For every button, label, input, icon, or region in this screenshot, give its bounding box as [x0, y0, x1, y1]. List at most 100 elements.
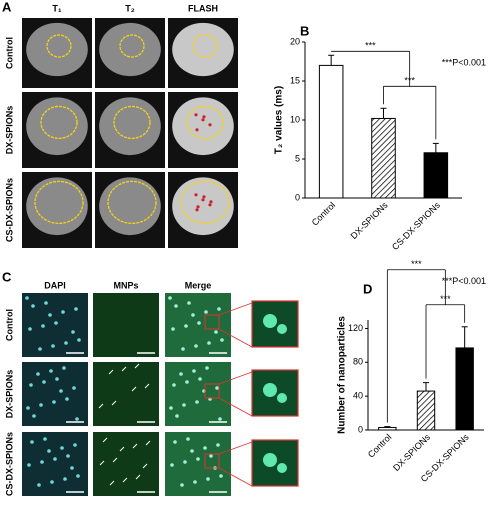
x-tick-label: Control	[310, 200, 338, 228]
roi-outline	[119, 34, 145, 58]
fluorescence-image	[22, 293, 88, 357]
nucleus	[50, 480, 54, 484]
iron-spot	[194, 113, 198, 117]
annotation: ***P<0.001	[442, 276, 486, 286]
inset-cell	[263, 453, 277, 467]
roi-outline	[34, 180, 84, 225]
column-header: T₂	[125, 3, 135, 13]
iron-spot	[201, 198, 205, 202]
nucleus	[60, 446, 64, 450]
iron-spot	[201, 118, 205, 122]
nucleus	[173, 440, 177, 444]
brain	[172, 177, 234, 236]
nucleus	[191, 313, 195, 317]
nucleus	[207, 341, 211, 345]
nucleus	[51, 344, 55, 348]
inset-cell	[263, 314, 277, 328]
nucleus	[42, 380, 46, 384]
panel-c: C DAPI MNPs Merge Control DX-SPIONs CS-DX-SPI…	[2, 269, 299, 496]
nucleus	[186, 437, 190, 441]
nucleus	[170, 463, 174, 467]
column-header: DAPI	[44, 280, 66, 290]
column-header: FLASH	[188, 3, 218, 13]
nucleus	[53, 457, 57, 461]
row-label: Control	[4, 37, 14, 69]
arrow	[134, 363, 140, 369]
nucleus	[63, 477, 67, 481]
nucleus	[187, 301, 191, 305]
zoom-line	[218, 397, 253, 417]
roi-outline	[40, 105, 78, 140]
significance-label: ***	[440, 294, 451, 304]
y-axis-label: Number of nanoparticles	[337, 316, 348, 434]
arrow	[109, 480, 115, 486]
nucleus	[195, 400, 199, 404]
iron-spot	[209, 200, 213, 204]
nucleus	[183, 460, 187, 464]
arrow	[135, 474, 141, 480]
panel-label: A	[2, 0, 12, 14]
zoom-line	[218, 328, 253, 348]
brain	[99, 177, 161, 236]
nucleus	[44, 301, 48, 305]
row-label: DX-SPIONs	[4, 370, 14, 419]
brain	[99, 22, 161, 77]
nucleus	[43, 437, 47, 441]
nucleus	[61, 310, 65, 314]
y-tick-label: 20	[290, 36, 300, 46]
panel-label: B	[300, 23, 309, 38]
nucleus	[66, 454, 70, 458]
nucleus	[73, 443, 77, 447]
x-tick-label: DX-SPIONs	[391, 432, 432, 473]
annotation: ***P<0.001	[442, 58, 486, 68]
nucleus	[204, 310, 208, 314]
y-tick-label: 120	[348, 323, 363, 333]
iron-spot	[195, 128, 199, 132]
zoom-line	[218, 467, 253, 487]
roi-outline	[192, 34, 218, 58]
inset-cell	[277, 324, 287, 334]
y-tick-label: 0	[358, 424, 363, 434]
nucleus	[71, 330, 75, 334]
nucleus	[41, 324, 45, 328]
nucleus	[198, 377, 202, 381]
nucleus	[25, 296, 29, 300]
column-header: Merge	[185, 280, 212, 290]
roi-box	[204, 383, 220, 399]
iron-spot	[196, 205, 200, 209]
arrow	[121, 366, 127, 372]
row-label: DX-SPIONs	[4, 106, 14, 155]
nucleus	[31, 304, 35, 308]
nucleus	[30, 440, 34, 444]
nucleus	[29, 383, 33, 387]
nucleus	[218, 417, 222, 421]
significance-label: ***	[365, 41, 376, 51]
nucleus	[168, 296, 172, 300]
brain	[172, 22, 234, 77]
nucleus	[185, 380, 189, 384]
inset-cell	[277, 393, 287, 403]
nucleus	[215, 386, 219, 390]
y-tick-label: 5	[295, 153, 300, 163]
roi-box	[204, 453, 220, 469]
nucleus	[32, 414, 36, 418]
nucleus	[37, 483, 41, 487]
nucleus	[72, 386, 76, 390]
row-label: CS-DX-SPIONs	[4, 432, 14, 496]
roi-box	[204, 314, 220, 330]
y-tick-label: 10	[290, 114, 300, 124]
roi-outline	[186, 105, 224, 140]
y-tick-label: 15	[290, 75, 300, 85]
fluorescence-image	[93, 293, 159, 357]
nucleus	[26, 406, 30, 410]
arrow	[108, 369, 114, 375]
inset-cell	[277, 463, 287, 473]
nucleus	[205, 366, 209, 370]
iron-spot	[202, 115, 206, 119]
zoom-line	[218, 371, 253, 385]
nucleus	[38, 347, 42, 351]
bar	[378, 426, 397, 431]
fluorescence-image	[165, 362, 231, 426]
nucleus	[175, 414, 179, 418]
